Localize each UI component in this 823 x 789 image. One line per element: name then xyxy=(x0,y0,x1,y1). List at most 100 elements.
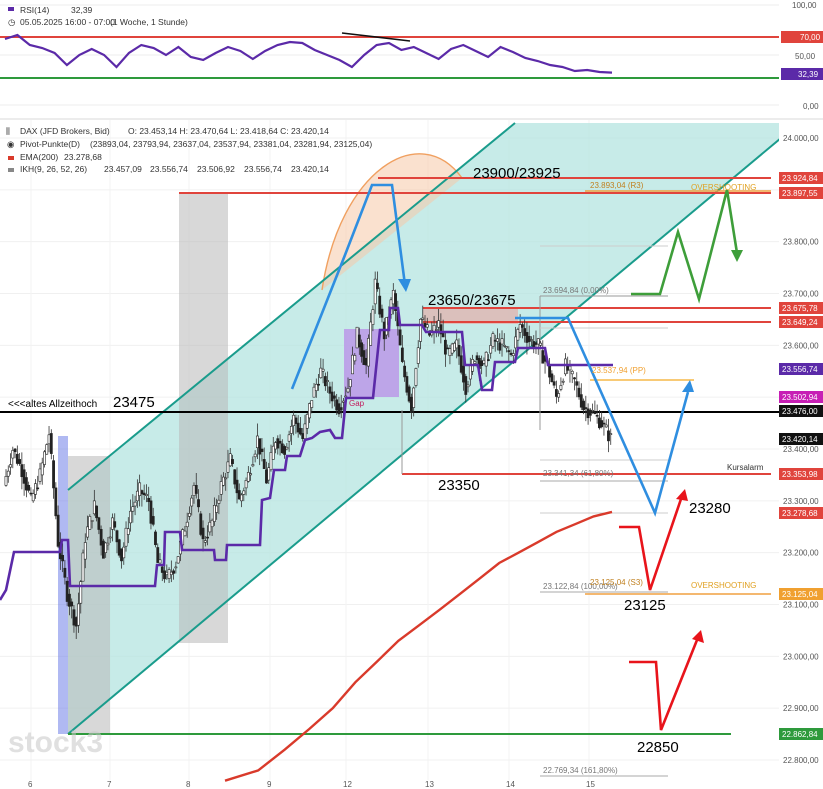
candle-body xyxy=(111,517,114,530)
candle-body xyxy=(439,324,443,335)
candle-body xyxy=(70,601,74,607)
candle-body xyxy=(45,444,49,455)
candle-body xyxy=(394,293,397,311)
candle-body xyxy=(206,536,209,539)
candle-body xyxy=(256,435,259,449)
price-badge xyxy=(779,316,823,328)
candle-body xyxy=(319,367,323,379)
candle-body xyxy=(253,453,257,458)
candle-body xyxy=(312,386,316,398)
candle-body xyxy=(280,443,284,454)
candle-body xyxy=(9,464,12,468)
candle-body xyxy=(570,370,574,375)
candle-body xyxy=(199,513,203,535)
candle-body xyxy=(371,309,375,325)
candle-body xyxy=(135,490,139,502)
candle-body xyxy=(561,380,565,383)
candle-body xyxy=(493,339,497,342)
candle-body xyxy=(498,342,502,351)
candle-body xyxy=(65,580,69,602)
gray-zone-right xyxy=(179,193,228,643)
candle-body xyxy=(101,540,105,559)
candle-body xyxy=(172,570,176,574)
candle-body xyxy=(301,433,305,439)
candle-body xyxy=(400,347,404,362)
candle-body xyxy=(554,389,558,397)
legend-ikh-v0: 23.457,09 xyxy=(104,164,142,174)
ikh-legend-swatch xyxy=(8,168,14,172)
candle-body xyxy=(18,459,21,464)
interval-text: (1 Woche, 1 Stunde) xyxy=(110,17,188,27)
candle-body xyxy=(403,365,407,378)
candle-body xyxy=(351,354,354,375)
blue-zone xyxy=(58,436,68,734)
candle-body xyxy=(174,566,178,569)
candle-body xyxy=(339,407,343,411)
rsi-badge-70-text: 70,00 xyxy=(800,33,821,42)
candle-body xyxy=(63,567,67,578)
candle-body xyxy=(310,400,314,408)
x-tick-label: 14 xyxy=(506,780,515,789)
candle-body xyxy=(416,347,420,364)
candle-body xyxy=(487,359,490,361)
price-badge-text: 23.353,98 xyxy=(782,470,818,479)
price-badge-text: 23.125,04 xyxy=(782,590,818,599)
candle-body xyxy=(210,519,214,528)
candle-body xyxy=(262,459,266,469)
legend-ikh-v1: 23.556,74 xyxy=(150,164,188,174)
rsi-badge-current-text: 32,39 xyxy=(798,70,819,79)
zone-top-label: 23900/23925 xyxy=(473,165,561,182)
ema-legend-swatch xyxy=(8,156,14,160)
candle-body xyxy=(536,338,540,345)
level-23350-label: 23350 xyxy=(438,477,480,494)
candle-body xyxy=(591,409,595,412)
pivot-r3-label: 23.893,04 (R3) xyxy=(590,181,644,190)
kursalarm-label: Kursalarm xyxy=(727,463,764,472)
x-tick-label: 8 xyxy=(186,780,191,789)
price-badge xyxy=(779,172,823,184)
candle-body xyxy=(525,332,529,343)
candle-body xyxy=(337,403,341,415)
candle-body xyxy=(106,542,110,546)
main-legend: ⫼ DAX (JFD Brokers, Bid) O: 23.453,14 H:… xyxy=(6,126,372,174)
candle-body xyxy=(586,408,590,419)
candle-body xyxy=(552,381,556,386)
pivot-s3-label: 23.125,04 (S3) xyxy=(590,578,643,587)
candle-body xyxy=(391,290,395,305)
rsi-tick-100: 100,00 xyxy=(792,1,817,10)
candle-body xyxy=(158,559,162,564)
legend-ikh-v3: 23.556,74 xyxy=(244,164,282,174)
candle-body xyxy=(455,339,459,349)
y-tick-label: 24.000,00 xyxy=(783,134,819,143)
candle-body xyxy=(362,350,366,365)
candle-body xyxy=(90,519,94,522)
candle-body xyxy=(607,430,610,442)
candle-body xyxy=(249,473,253,476)
candle-body xyxy=(240,494,243,502)
price-badge xyxy=(779,391,823,403)
price-badge-text: 23.420,14 xyxy=(782,435,818,444)
fib-161.8-label: 22.769,34 (161,80%) xyxy=(543,766,618,775)
candle-body xyxy=(457,345,461,357)
candle-body xyxy=(489,345,493,354)
candle-body xyxy=(523,328,527,336)
candle-body xyxy=(321,368,325,372)
candle-body xyxy=(88,516,92,530)
candle-body xyxy=(314,383,318,391)
candle-body xyxy=(86,526,89,538)
candle-body xyxy=(305,414,309,429)
y-tick-label: 23.200,00 xyxy=(783,549,819,558)
candle-body xyxy=(124,527,128,547)
candle-body xyxy=(83,542,87,560)
forecast-blue-top xyxy=(290,183,407,390)
rsi-legend-swatch xyxy=(8,7,14,11)
candle-body xyxy=(285,446,289,450)
candle-body xyxy=(475,355,479,361)
candle-body xyxy=(13,448,17,453)
candle-body xyxy=(448,348,452,357)
candle-body xyxy=(559,385,563,390)
candle-body xyxy=(609,433,613,435)
candle-body xyxy=(480,360,484,367)
candle-body xyxy=(165,571,169,575)
candle-body xyxy=(122,546,126,559)
